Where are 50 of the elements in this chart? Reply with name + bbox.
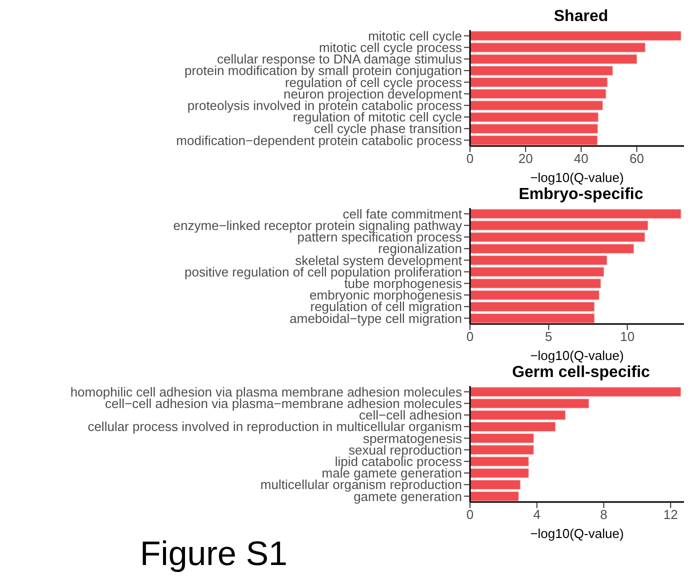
bar (470, 290, 600, 300)
x-tick-label: 0 (466, 329, 474, 344)
y-tick-label: homophilic cell adhesion via plasma membrane adhesion molecules (70, 384, 462, 400)
x-tick-label: 0 (466, 507, 474, 522)
bar (470, 220, 648, 230)
bar (470, 244, 634, 254)
x-tick-label: 12 (663, 507, 678, 522)
x-axis-title: −log10(Q-value) (530, 526, 624, 541)
chart-title: Germ cell-specific (511, 364, 651, 382)
bar (470, 468, 529, 478)
bar (470, 480, 520, 490)
x-tick-label: 60 (630, 151, 644, 166)
bar (470, 54, 638, 64)
bar (470, 410, 566, 420)
bar (470, 112, 598, 122)
x-tick-label: 10 (620, 329, 635, 344)
bar (470, 278, 601, 288)
bar (470, 31, 682, 41)
bar (470, 232, 645, 242)
bar (470, 124, 598, 134)
bar (470, 136, 598, 146)
bar (470, 78, 608, 88)
x-tick-label: 0 (466, 151, 474, 166)
bar (470, 398, 589, 408)
bar (470, 209, 682, 219)
x-tick-label: 20 (518, 151, 533, 166)
bar (470, 100, 603, 110)
x-axis-title: −log10(Q-value) (530, 170, 624, 185)
chart-title: Shared (552, 8, 610, 26)
bar (470, 256, 608, 266)
bar (470, 66, 613, 76)
caption: Figure S1 (140, 535, 288, 573)
y-tick-label: mitotic cell cycle (368, 28, 462, 44)
bar (470, 267, 604, 277)
x-axis-title: −log10(Q-value) (530, 348, 624, 363)
x-tick-label: 5 (545, 329, 552, 344)
x-tick-label: 8 (600, 507, 608, 522)
chart-title: Embryo-specific (518, 186, 644, 204)
bar (470, 434, 534, 444)
x-tick-label: 4 (533, 507, 540, 522)
bar (470, 302, 595, 312)
bar (470, 89, 606, 99)
bar (470, 387, 681, 397)
bar (470, 422, 556, 432)
bar (470, 456, 529, 466)
bar (470, 445, 534, 455)
bar (470, 492, 519, 502)
x-tick-label: 40 (574, 151, 588, 166)
bar (470, 314, 595, 324)
bar (470, 42, 646, 52)
